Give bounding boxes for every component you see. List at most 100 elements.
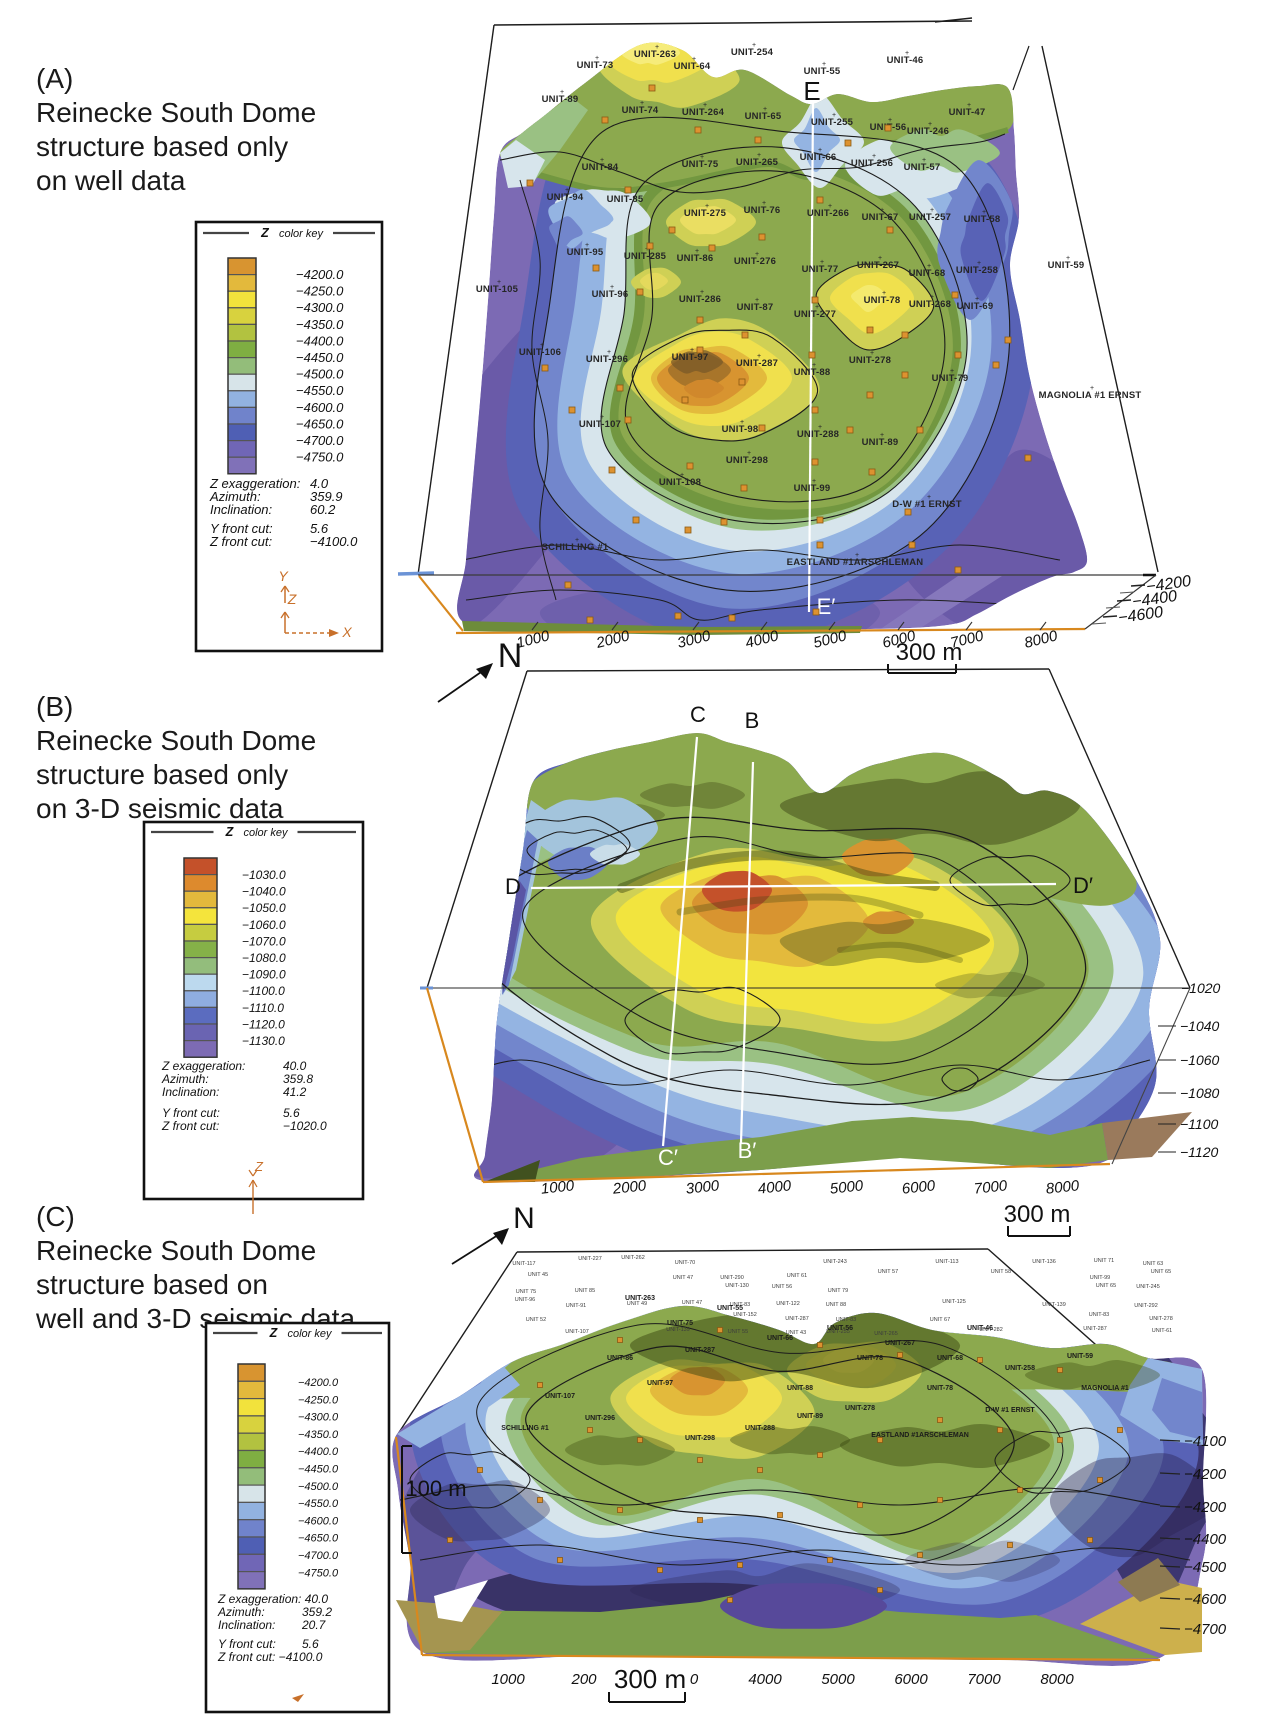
svg-text:+: + bbox=[928, 121, 932, 128]
svg-text:+: + bbox=[828, 203, 832, 210]
svg-text:−4700.0: −4700.0 bbox=[298, 1550, 339, 1562]
svg-text:−1120.0: −1120.0 bbox=[242, 1017, 285, 1031]
svg-text:+: + bbox=[927, 263, 931, 270]
svg-text:+: + bbox=[1066, 255, 1070, 262]
svg-text:−4400: −4400 bbox=[1131, 588, 1178, 611]
svg-text:UNIT-65: UNIT-65 bbox=[745, 111, 782, 122]
svg-text:UNIT-88: UNIT-88 bbox=[794, 367, 831, 378]
svg-text:7000: 7000 bbox=[967, 1671, 1001, 1688]
svg-text:Reinecke South Dome: Reinecke South Dome bbox=[36, 97, 316, 128]
svg-text:Reinecke South Dome: Reinecke South Dome bbox=[36, 1235, 316, 1266]
svg-text:UNIT-256: UNIT-256 bbox=[851, 158, 893, 169]
svg-text:Y front cut:: Y front cut: bbox=[162, 1106, 220, 1120]
svg-text:5.6: 5.6 bbox=[310, 521, 329, 536]
svg-text:UNIT-89: UNIT-89 bbox=[862, 437, 899, 448]
svg-text:UNIT-84: UNIT-84 bbox=[582, 162, 619, 173]
svg-text:−4600: −4600 bbox=[1184, 1591, 1227, 1608]
svg-text:−1040.0: −1040.0 bbox=[242, 885, 286, 899]
svg-text:UNIT-86: UNIT-86 bbox=[607, 1355, 633, 1362]
svg-text:200: 200 bbox=[570, 1671, 597, 1688]
svg-text:UNIT 79: UNIT 79 bbox=[828, 1288, 848, 1294]
svg-text:−1060.0: −1060.0 bbox=[242, 918, 286, 932]
svg-text:+: + bbox=[610, 284, 614, 291]
svg-text:+: + bbox=[930, 207, 934, 214]
svg-text:UNIT-255: UNIT-255 bbox=[811, 117, 854, 128]
svg-text:+: + bbox=[755, 297, 759, 304]
svg-text:UNIT-105: UNIT-105 bbox=[476, 284, 519, 295]
svg-text:+: + bbox=[600, 157, 604, 164]
svg-text:4.0: 4.0 bbox=[310, 476, 329, 491]
svg-text:UNIT-292: UNIT-292 bbox=[1134, 1303, 1158, 1309]
svg-text:+: + bbox=[757, 353, 761, 360]
svg-text:UNIT-246: UNIT-246 bbox=[907, 126, 949, 137]
svg-text:−4700: −4700 bbox=[1184, 1621, 1227, 1638]
svg-text:+: + bbox=[700, 289, 704, 296]
svg-text:−1030.0: −1030.0 bbox=[242, 868, 286, 882]
svg-text:6000: 6000 bbox=[894, 1671, 928, 1688]
svg-text:−1050.0: −1050.0 bbox=[242, 901, 286, 915]
svg-text:UNIT-268: UNIT-268 bbox=[909, 299, 951, 310]
svg-text:UNIT-64: UNIT-64 bbox=[674, 61, 711, 72]
svg-text:UNIT-96: UNIT-96 bbox=[592, 289, 629, 300]
svg-text:X: X bbox=[341, 624, 352, 640]
svg-text:+: + bbox=[497, 279, 501, 286]
svg-text:+: + bbox=[595, 55, 599, 62]
svg-text:UNIT-288: UNIT-288 bbox=[745, 1425, 775, 1432]
svg-text:+: + bbox=[818, 147, 822, 154]
svg-text:Azimuth:: Azimuth: bbox=[161, 1072, 209, 1086]
svg-text:−1100.0: −1100.0 bbox=[242, 984, 285, 998]
svg-text:−4200.0: −4200.0 bbox=[298, 1377, 339, 1389]
svg-text:UNIT-227: UNIT-227 bbox=[578, 1256, 602, 1262]
svg-text:UNIT-58: UNIT-58 bbox=[964, 214, 1001, 225]
svg-text:−4200: −4200 bbox=[1145, 573, 1192, 596]
svg-text:100 m: 100 m bbox=[405, 1476, 466, 1501]
svg-text:UNIT-94: UNIT-94 bbox=[547, 192, 584, 203]
svg-text:UNIT-296: UNIT-296 bbox=[586, 354, 628, 365]
svg-text:Inclination:: Inclination: bbox=[162, 1085, 219, 1099]
svg-text:359.9: 359.9 bbox=[310, 489, 343, 504]
svg-text:UNIT-255: UNIT-255 bbox=[826, 1329, 850, 1335]
svg-text:UNIT-276: UNIT-276 bbox=[734, 256, 776, 267]
svg-text:D′: D′ bbox=[1073, 873, 1093, 898]
svg-text:−1060: −1060 bbox=[1180, 1052, 1220, 1068]
svg-text:5000: 5000 bbox=[821, 1671, 855, 1688]
svg-text:Z front cut:: Z front cut: bbox=[209, 534, 273, 549]
svg-text:+: + bbox=[755, 251, 759, 258]
svg-text:+: + bbox=[585, 242, 589, 249]
svg-text:−4450.0: −4450.0 bbox=[298, 1464, 339, 1476]
svg-text:+: + bbox=[950, 368, 954, 375]
svg-text:UNIT-243: UNIT-243 bbox=[823, 1259, 847, 1265]
svg-text:UNIT-69: UNIT-69 bbox=[957, 301, 994, 312]
svg-text:UNIT 56: UNIT 56 bbox=[772, 1284, 792, 1290]
svg-text:UNIT-287: UNIT-287 bbox=[736, 358, 778, 369]
svg-text:−4700.0: −4700.0 bbox=[296, 433, 344, 448]
svg-text:UNIT-75: UNIT-75 bbox=[667, 1320, 693, 1327]
svg-text:1000: 1000 bbox=[491, 1671, 525, 1688]
svg-text:+: + bbox=[975, 296, 979, 303]
svg-text:−4750.0: −4750.0 bbox=[298, 1567, 339, 1579]
svg-text:UNIT-267: UNIT-267 bbox=[857, 260, 899, 271]
svg-text:Inclination:: Inclination: bbox=[210, 502, 273, 517]
svg-text:UNIT-266: UNIT-266 bbox=[807, 208, 849, 219]
svg-text:+: + bbox=[930, 294, 934, 301]
svg-text:0: 0 bbox=[690, 1671, 699, 1688]
svg-text:40.0: 40.0 bbox=[283, 1059, 307, 1073]
svg-text:D-W #1 ERNST: D-W #1 ERNST bbox=[892, 499, 961, 510]
svg-text:4000: 4000 bbox=[748, 1671, 782, 1688]
svg-text:−4650.0: −4650.0 bbox=[298, 1533, 339, 1545]
svg-text:MAGNOLIA #1: MAGNOLIA #1 bbox=[1081, 1385, 1129, 1392]
svg-text:UNIT-70: UNIT-70 bbox=[675, 1260, 695, 1266]
svg-text:+: + bbox=[565, 187, 569, 194]
svg-text:UNIT 67: UNIT 67 bbox=[930, 1317, 950, 1323]
svg-text:−1100: −1100 bbox=[1180, 1116, 1218, 1132]
svg-text:+: + bbox=[757, 152, 761, 159]
svg-text:300 m: 300 m bbox=[896, 639, 963, 666]
svg-text:UNIT-74: UNIT-74 bbox=[622, 105, 659, 116]
svg-text:UNIT-298: UNIT-298 bbox=[685, 1435, 715, 1442]
svg-text:Z: Z bbox=[287, 591, 297, 607]
svg-text:UNIT-108: UNIT-108 bbox=[659, 477, 701, 488]
svg-text:B′: B′ bbox=[738, 1138, 757, 1163]
svg-text:UNIT-78: UNIT-78 bbox=[864, 295, 901, 306]
svg-text:1000: 1000 bbox=[540, 1177, 576, 1197]
svg-text:+: + bbox=[607, 349, 611, 356]
